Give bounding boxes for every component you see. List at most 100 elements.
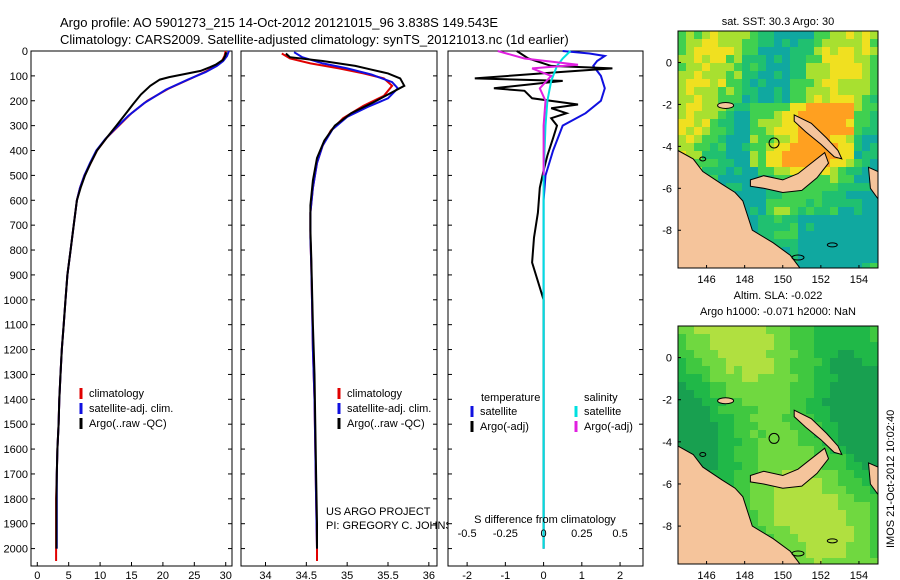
map-cell bbox=[742, 119, 751, 128]
map-cell bbox=[854, 510, 863, 519]
map-cell bbox=[774, 430, 783, 439]
salinity-panel: 3434.53535.536salinityclimatologysatelli… bbox=[240, 50, 469, 580]
map-cell bbox=[726, 55, 735, 64]
map-cell bbox=[758, 103, 767, 112]
map-cell bbox=[854, 55, 863, 64]
map-cell bbox=[750, 374, 759, 383]
map-cell bbox=[742, 167, 751, 176]
map-cell bbox=[790, 414, 799, 423]
map-cell bbox=[718, 374, 727, 383]
map-cell bbox=[694, 390, 703, 399]
map-cell bbox=[782, 422, 791, 431]
map-cell bbox=[814, 231, 823, 240]
map-cell bbox=[782, 63, 791, 72]
map-cell bbox=[806, 342, 815, 351]
map-cell bbox=[814, 199, 823, 208]
map-cell bbox=[846, 103, 855, 112]
map-cell bbox=[846, 406, 855, 415]
map-cell bbox=[830, 199, 839, 208]
map-cell bbox=[862, 55, 871, 64]
legend-label: climatology bbox=[347, 388, 403, 400]
map-cell bbox=[830, 366, 839, 375]
map-cell bbox=[766, 39, 775, 48]
map-cell bbox=[806, 334, 815, 343]
map-cell bbox=[870, 342, 878, 351]
map-cell bbox=[686, 63, 695, 72]
map-cell bbox=[830, 263, 839, 268]
map-cell bbox=[742, 159, 751, 168]
map-cell bbox=[838, 462, 847, 471]
map-cell bbox=[750, 111, 759, 120]
map-cell bbox=[686, 127, 695, 136]
map-cell bbox=[854, 414, 863, 423]
map-cell bbox=[838, 247, 847, 256]
map-cell bbox=[822, 494, 831, 503]
map-cell bbox=[862, 502, 871, 511]
map-cell bbox=[830, 422, 839, 431]
y-tick-label: -6 bbox=[662, 479, 672, 491]
map-cell bbox=[822, 119, 831, 128]
map-cell bbox=[814, 446, 823, 455]
map-cell bbox=[782, 510, 791, 519]
map-cell bbox=[774, 374, 783, 383]
map-cell bbox=[862, 430, 871, 439]
map-cell bbox=[854, 470, 863, 479]
map-cell bbox=[750, 494, 759, 503]
map-cell bbox=[782, 79, 791, 88]
map-cell bbox=[862, 478, 871, 487]
map-cell bbox=[742, 366, 751, 375]
map-cell bbox=[710, 366, 719, 375]
map-cell bbox=[870, 239, 878, 248]
map-cell bbox=[822, 526, 831, 535]
map-cell bbox=[694, 422, 703, 431]
map-cell bbox=[782, 215, 791, 224]
map-cell bbox=[790, 438, 799, 447]
map-cell bbox=[782, 438, 791, 447]
map-cell bbox=[774, 55, 783, 64]
map-cell bbox=[750, 191, 759, 200]
map-cell bbox=[854, 454, 863, 463]
map-cell bbox=[854, 119, 863, 128]
map-cell bbox=[766, 79, 775, 88]
map-cell bbox=[710, 326, 719, 335]
map-cell bbox=[774, 95, 783, 104]
map-cell bbox=[702, 55, 711, 64]
map-cell bbox=[790, 358, 799, 367]
map-cell bbox=[766, 366, 775, 375]
map-cell bbox=[726, 478, 735, 487]
map-cell bbox=[806, 255, 815, 264]
map-cell bbox=[750, 510, 759, 519]
map-cell bbox=[870, 518, 878, 527]
map-cell bbox=[734, 111, 743, 120]
map-cell bbox=[806, 31, 815, 40]
land-islet bbox=[699, 156, 707, 162]
map-cell bbox=[846, 47, 855, 56]
map-cell bbox=[718, 79, 727, 88]
map-cell bbox=[790, 47, 799, 56]
x-tick-label: 25 bbox=[188, 570, 200, 580]
map-cell bbox=[870, 406, 878, 415]
map-cell bbox=[750, 414, 759, 423]
map-cell bbox=[782, 486, 791, 495]
map-cell bbox=[830, 382, 839, 391]
difference-panel: -2-1012T difference from climatologytemp… bbox=[447, 50, 644, 580]
map-cell bbox=[790, 207, 799, 216]
map-cell bbox=[862, 247, 871, 256]
map-cell bbox=[774, 135, 783, 144]
map-cell bbox=[710, 119, 719, 128]
map-cell bbox=[838, 263, 847, 268]
map-cell bbox=[766, 350, 775, 359]
map-cell bbox=[846, 526, 855, 535]
map-cell bbox=[694, 55, 703, 64]
map-cell bbox=[726, 406, 735, 415]
y-tick-label: 1200 bbox=[4, 345, 28, 357]
map-cell bbox=[814, 510, 823, 519]
map-cell bbox=[790, 127, 799, 136]
map-cell bbox=[790, 79, 799, 88]
plot-frame bbox=[30, 50, 233, 567]
map-cell bbox=[678, 430, 687, 439]
map-cell bbox=[806, 558, 815, 564]
map-cell bbox=[750, 446, 759, 455]
map-cell bbox=[806, 398, 815, 407]
